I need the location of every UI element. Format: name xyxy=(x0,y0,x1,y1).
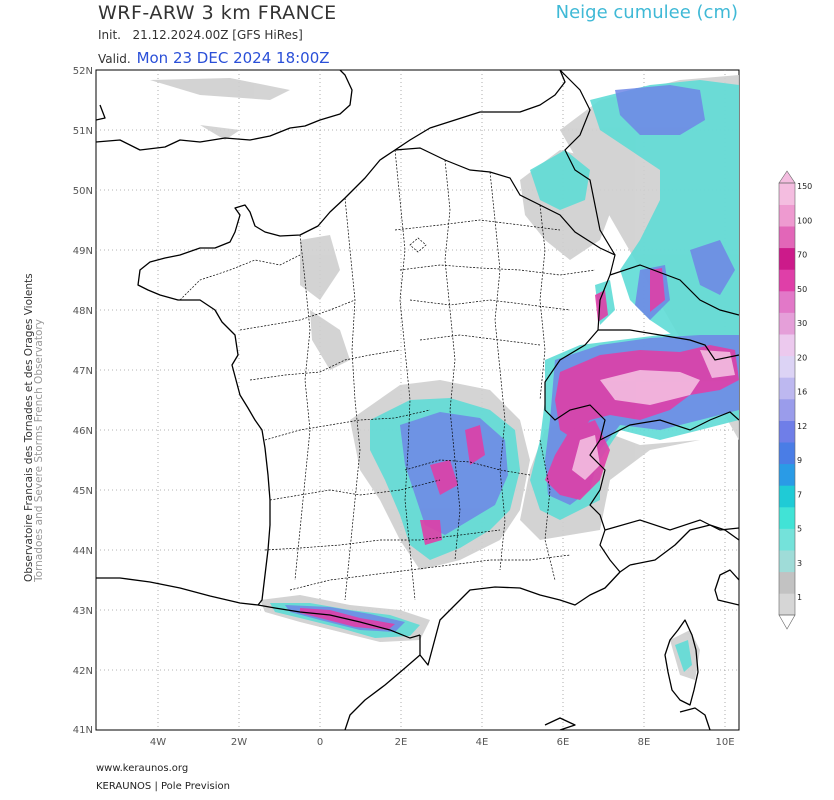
lat-label: 43N xyxy=(73,606,93,617)
coastlines xyxy=(96,70,739,730)
legend-swatch xyxy=(779,204,795,227)
website-credit: www.keraunos.org xyxy=(96,763,189,774)
department-borders xyxy=(179,149,596,601)
valid-label: Valid. xyxy=(98,52,131,66)
legend-swatch xyxy=(779,247,795,270)
snow-field xyxy=(150,75,739,680)
lon-label: 2W xyxy=(231,737,247,748)
legend-level-label: 12 xyxy=(797,422,807,431)
legend-swatch xyxy=(779,528,795,551)
lat-label: 44N xyxy=(73,546,93,557)
legend-swatch xyxy=(779,334,795,357)
legend-top-arrow xyxy=(778,170,796,184)
valid-value: Mon 23 DEC 2024 18:00Z xyxy=(136,49,330,67)
lon-label: 0 xyxy=(317,737,323,748)
model-title: WRF-ARW 3 km FRANCE xyxy=(98,2,337,24)
init-value: 21.12.2024.00Z [GFS HiRes] xyxy=(132,28,303,42)
lat-label: 47N xyxy=(73,366,93,377)
legend-swatch xyxy=(779,269,795,292)
legend-level-label: 1 xyxy=(797,593,802,602)
init-label: Init. xyxy=(98,28,121,42)
legend-swatch xyxy=(779,463,795,486)
legend-level-label: 150 xyxy=(797,182,812,191)
legend-colorbar: 1 3 5 7 9 12 16 20 30 50 70 100 150 xyxy=(778,170,812,630)
lat-label: 42N xyxy=(73,666,93,677)
country-borders xyxy=(257,70,739,639)
lon-label: 10E xyxy=(715,737,734,748)
longitude-labels: 4W 2W 0 2E 4E 6E 8E 10E xyxy=(150,737,735,748)
valid-info: Valid. Mon 23 DEC 2024 18:00Z xyxy=(98,49,330,67)
legend-swatch xyxy=(779,291,795,313)
legend-swatch xyxy=(779,377,795,400)
lon-label: 8E xyxy=(638,737,651,748)
legend-level-label: 16 xyxy=(797,388,807,397)
legend-bottom-arrow xyxy=(778,614,796,630)
legend-swatch xyxy=(779,571,795,594)
lat-label: 46N xyxy=(73,426,93,437)
lon-label: 4E xyxy=(476,737,489,748)
legend-swatch xyxy=(779,593,795,616)
lat-label: 41N xyxy=(73,725,93,736)
legend-swatch xyxy=(779,550,795,573)
legend-swatch xyxy=(779,507,795,529)
legend-level-label: 30 xyxy=(797,319,807,328)
legend-frame xyxy=(778,182,796,616)
legend-swatch xyxy=(779,399,795,421)
legend-swatch xyxy=(779,312,795,335)
legend-level-label: 100 xyxy=(797,216,812,225)
lat-label: 51N xyxy=(73,126,93,137)
legend-level-label: 3 xyxy=(797,559,802,568)
legend-level-label: 5 xyxy=(797,525,802,534)
lon-label: 4W xyxy=(150,737,166,748)
legend-level-label: 7 xyxy=(797,490,802,499)
lon-label: 6E xyxy=(557,737,570,748)
legend-swatch xyxy=(779,183,795,205)
keraunos-credit: KERAUNOS | Pole Prevision xyxy=(96,781,230,792)
lat-label: 45N xyxy=(73,486,93,497)
legend-level-label: 9 xyxy=(797,456,802,465)
product-title: Neige cumulee (cm) xyxy=(555,2,738,23)
legend-level-label: 70 xyxy=(797,251,807,260)
lat-label: 52N xyxy=(73,66,93,77)
legend-swatch xyxy=(779,442,795,465)
legend-level-label: 20 xyxy=(797,353,807,362)
legend-swatch xyxy=(779,420,795,443)
legend-swatch xyxy=(779,485,795,508)
init-info: Init. 21.12.2024.00Z [GFS HiRes] xyxy=(98,28,303,42)
lat-label: 50N xyxy=(73,186,93,197)
lon-label: 2E xyxy=(395,737,408,748)
legend-swatch xyxy=(779,226,795,249)
lat-label: 49N xyxy=(73,246,93,257)
latitude-labels: 52N 51N 50N 49N 48N 47N 46N 45N 44N 43N … xyxy=(73,66,93,736)
legend-swatch xyxy=(779,355,795,378)
lat-label: 48N xyxy=(73,306,93,317)
legend-level-label: 50 xyxy=(797,285,807,294)
